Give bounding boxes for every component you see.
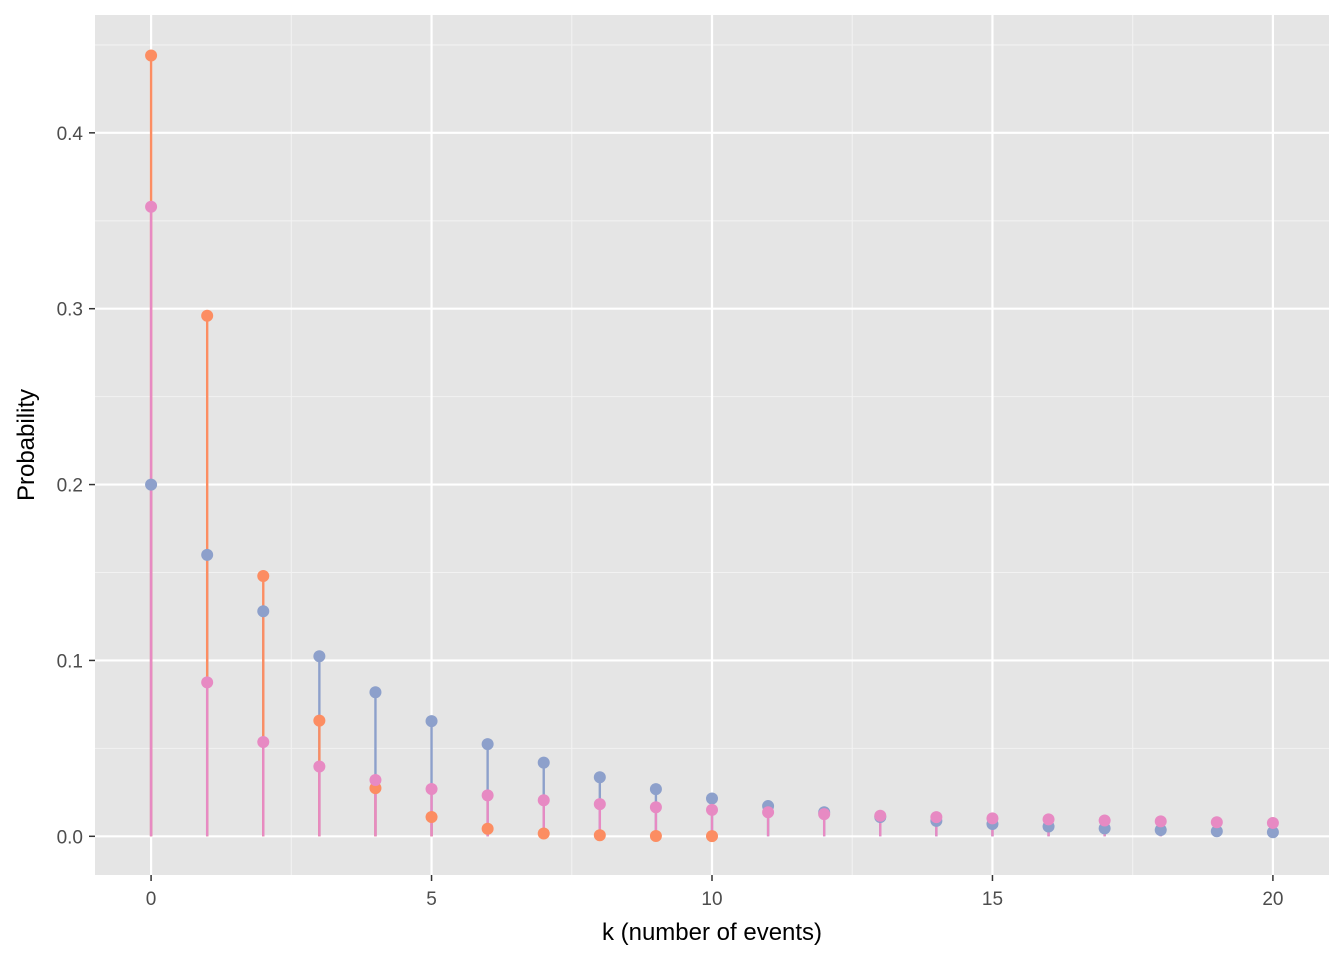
point-series-1 xyxy=(649,783,662,796)
point-series-2 xyxy=(425,810,438,823)
point-series-3 xyxy=(762,806,775,819)
point-series-3 xyxy=(1210,816,1223,829)
point-series-3 xyxy=(257,736,270,749)
y-tick-label: 0.1 xyxy=(57,651,83,672)
point-series-3 xyxy=(818,808,831,821)
y-tick-label: 0.2 xyxy=(57,476,83,497)
y-tick-label: 0.0 xyxy=(57,827,83,848)
x-axis-title: k (number of events) xyxy=(602,919,822,946)
point-series-2 xyxy=(593,829,606,842)
point-series-1 xyxy=(1210,825,1223,838)
point-series-3 xyxy=(537,794,550,807)
point-series-3 xyxy=(649,801,662,814)
point-series-2 xyxy=(201,309,214,322)
point-series-1 xyxy=(1154,823,1167,836)
point-series-3 xyxy=(874,809,887,822)
point-series-2 xyxy=(145,49,158,62)
point-series-2 xyxy=(649,829,662,842)
point-series-3 xyxy=(425,783,438,795)
point-series-1 xyxy=(1266,826,1279,839)
point-series-1 xyxy=(537,756,550,769)
x-axis: 0 5 10 15 20 xyxy=(146,875,1283,910)
point-series-3 xyxy=(930,811,943,824)
point-series-1 xyxy=(369,686,382,699)
y-axis: 0.0 0.1 0.2 0.3 0.4 xyxy=(57,124,95,848)
y-tick-label: 0.3 xyxy=(57,300,83,321)
point-series-3 xyxy=(481,789,494,802)
point-series-3 xyxy=(201,676,214,689)
point-series-3 xyxy=(1154,815,1167,828)
point-series-3 xyxy=(145,200,158,213)
x-tick-label: 10 xyxy=(701,889,722,910)
point-series-3 xyxy=(1266,816,1279,829)
point-series-3 xyxy=(706,803,718,816)
point-series-3 xyxy=(1098,814,1111,827)
point-series-3 xyxy=(593,798,606,811)
point-series-2 xyxy=(537,827,550,840)
point-series-1 xyxy=(257,605,270,618)
point-series-2 xyxy=(313,714,326,727)
point-series-2 xyxy=(481,822,494,835)
point-series-1 xyxy=(706,792,718,805)
point-series-1 xyxy=(425,715,438,728)
point-series-3 xyxy=(313,760,326,773)
points xyxy=(145,49,1279,843)
x-tick-label: 15 xyxy=(982,889,1003,910)
point-series-1 xyxy=(313,650,326,663)
point-series-1 xyxy=(145,478,158,491)
point-series-2 xyxy=(257,570,270,583)
point-series-1 xyxy=(481,738,494,751)
x-tick-label: 20 xyxy=(1262,889,1283,910)
point-series-3 xyxy=(1042,813,1055,826)
y-axis-title: Probability xyxy=(13,389,40,501)
x-tick-label: 5 xyxy=(426,889,437,910)
point-series-3 xyxy=(369,774,382,787)
point-series-2 xyxy=(706,830,718,843)
x-tick-label: 0 xyxy=(146,889,157,910)
point-series-1 xyxy=(201,548,214,561)
y-tick-label: 0.4 xyxy=(57,124,84,145)
point-series-3 xyxy=(986,812,999,825)
point-series-1 xyxy=(593,771,606,784)
